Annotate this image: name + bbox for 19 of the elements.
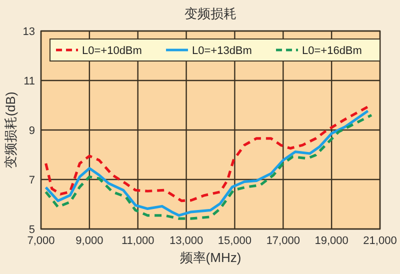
- x-tick-label: 7,000: [27, 235, 55, 247]
- x-tick-label: 21,000: [363, 235, 397, 247]
- x-tick-label: 9,000: [76, 235, 104, 247]
- chart-title: 变频损耗: [184, 6, 236, 21]
- legend-label: L0=+10dBm: [82, 45, 142, 57]
- y-tick-label: 11: [24, 76, 35, 88]
- y-tick-label: 7: [28, 174, 35, 186]
- y-tick-label: 9: [28, 125, 35, 137]
- legend-label: L0=+16dBm: [302, 45, 362, 57]
- x-tick-label: 15,000: [218, 235, 252, 247]
- x-tick-label: 17,000: [266, 235, 300, 247]
- y-axis-title: 变频损耗(dB): [3, 92, 18, 168]
- y-tick-label: 5: [28, 224, 35, 236]
- x-tick-label: 13,000: [169, 235, 204, 247]
- y-tick-label: 13: [22, 26, 35, 38]
- legend-label: L0=+13dBm: [192, 45, 252, 57]
- x-axis-title: 频率(MHz): [180, 250, 242, 265]
- x-tick-label: 11,000: [121, 235, 154, 247]
- x-tick-label: 19,000: [314, 235, 348, 247]
